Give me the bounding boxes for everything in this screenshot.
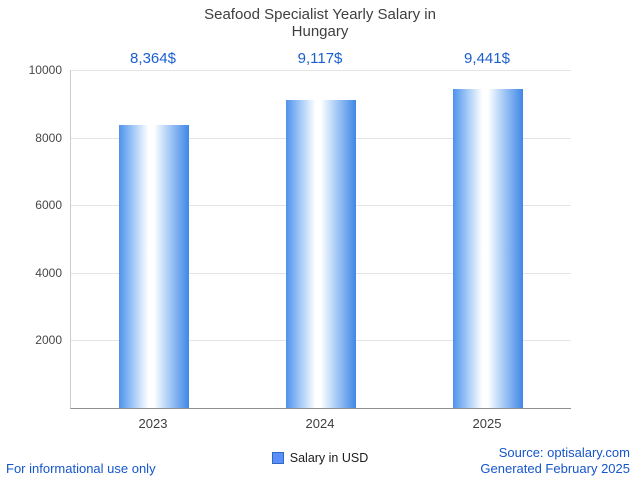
legend-label: Salary in USD (289, 451, 369, 465)
generated-text: Generated February 2025 (480, 461, 630, 476)
x-tick-label: 2023 (138, 416, 168, 431)
bar-value-label: 8,364$ (130, 50, 176, 67)
chart-title: Seafood Specialist Yearly Salary in Hung… (204, 6, 436, 40)
y-tick-label: 2000 (35, 333, 62, 347)
legend-swatch-icon (271, 452, 284, 464)
y-tick-label: 6000 (35, 198, 62, 212)
bar-value-label: 9,117$ (297, 50, 343, 67)
source-note: Source: optisalary.com Generated Februar… (480, 445, 630, 477)
bar-2024 (286, 100, 356, 408)
bar-2025 (453, 89, 523, 408)
y-axis-labels: 2000 4000 6000 8000 10000 (0, 63, 62, 408)
x-axis-labels: 2023 2024 2025 (70, 416, 570, 432)
gridline (71, 70, 571, 71)
legend: Salary in USD (0, 451, 640, 465)
x-tick-label: 2024 (305, 416, 335, 431)
disclaimer-text: For informational use only (6, 461, 156, 476)
y-tick-label: 10000 (28, 63, 62, 77)
bar-value-label: 9,441$ (464, 50, 510, 67)
source-text: Source: optisalary.com (498, 445, 630, 460)
plot-area (70, 70, 571, 409)
x-tick-label: 2025 (472, 416, 502, 431)
y-tick-label: 8000 (35, 131, 62, 145)
y-tick-label: 4000 (35, 266, 62, 280)
bar-value-labels: 8,364$ 9,117$ 9,441$ (70, 50, 570, 70)
bar-2023 (119, 125, 189, 408)
